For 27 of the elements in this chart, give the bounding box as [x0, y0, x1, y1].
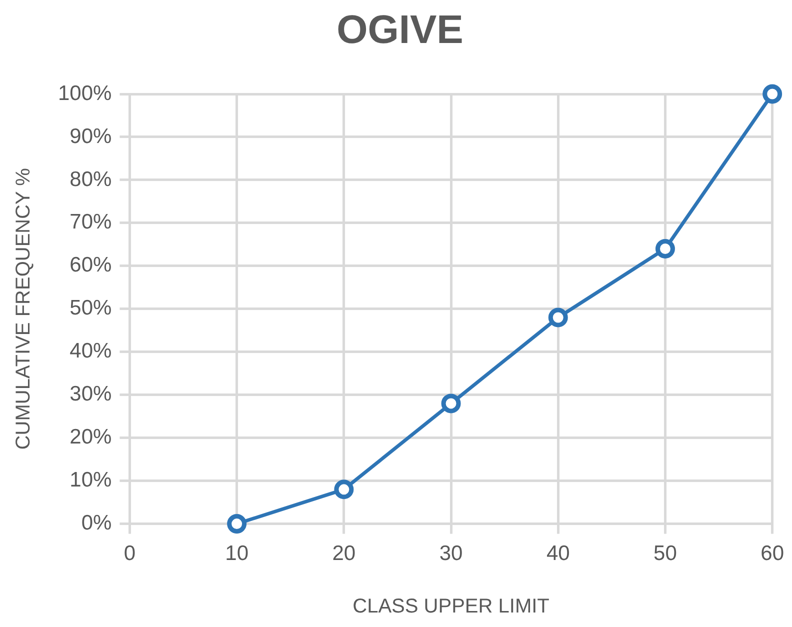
x-tick-label: 60 [760, 542, 784, 566]
x-tick-label: 0 [124, 542, 136, 566]
y-tick-label: 100% [58, 82, 112, 105]
point [655, 238, 675, 258]
x-tick-label: 20 [332, 542, 356, 566]
point [334, 480, 354, 500]
y-tick-label: 90% [70, 124, 112, 148]
y-axis-title: CUMULATIVE FREQUENCY % [12, 168, 35, 450]
x-tick-label: 30 [439, 542, 463, 566]
point [227, 514, 247, 534]
y-tick-label: 50% [70, 296, 112, 320]
y-tick-label: 60% [70, 254, 112, 277]
point [441, 394, 461, 414]
x-tick-label: 40 [546, 542, 570, 566]
y-tick-label: 20% [70, 426, 112, 449]
y-tick-label: 30% [70, 382, 112, 406]
y-tick-label: 0% [81, 512, 112, 535]
y-tick-label: 80% [70, 168, 112, 191]
chart-title: OGIVE [336, 8, 464, 52]
point [762, 84, 782, 104]
point [548, 308, 568, 328]
y-tick-label: 70% [70, 210, 112, 234]
y-tick-label: 10% [70, 468, 112, 492]
x-axis-title: CLASS UPPER LIMIT [352, 596, 550, 618]
x-tick-label: 10 [225, 542, 248, 566]
y-tick-label: 40% [70, 340, 112, 363]
x-tick-label: 50 [654, 542, 677, 566]
